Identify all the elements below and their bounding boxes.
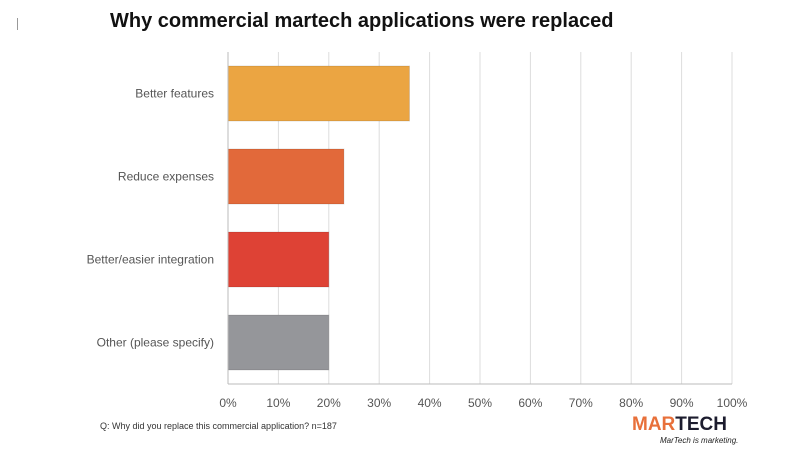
edge-marker [17, 18, 18, 30]
chart-title: Why commercial martech applications were… [110, 10, 614, 32]
x-tick-label-100: 100% [717, 396, 748, 410]
x-tick-label-50: 50% [468, 396, 492, 410]
x-tick-label-30: 30% [367, 396, 391, 410]
martech-logo: MARTECH MarTech is marketing. [632, 414, 762, 448]
logo-wordmark-tech: TECH [675, 414, 728, 435]
bar-0 [227, 65, 410, 122]
logo-wordmark-mar: MAR [632, 414, 676, 435]
bar-3 [227, 314, 330, 371]
logo-tagline: MarTech is marketing. [660, 436, 739, 445]
x-tick-label-80: 80% [619, 396, 643, 410]
category-label-1: Reduce expenses [118, 170, 214, 184]
x-tick-label-70: 70% [569, 396, 593, 410]
bar-2 [227, 231, 330, 288]
x-tick-label-90: 90% [670, 396, 694, 410]
x-tick-label-60: 60% [518, 396, 542, 410]
x-tick-label-40: 40% [418, 396, 442, 410]
logo-wordmark: MARTECH [632, 414, 727, 436]
category-label-3: Other (please specify) [97, 336, 214, 350]
x-tick-label-20: 20% [317, 396, 341, 410]
x-tick-label-0: 0% [219, 396, 237, 410]
bar-1 [227, 148, 345, 205]
category-label-2: Better/easier integration [87, 253, 214, 267]
x-tick-label-10: 10% [266, 396, 290, 410]
survey-question-footnote: Q: Why did you replace this commercial a… [100, 421, 337, 431]
category-label-0: Better features [135, 87, 214, 101]
